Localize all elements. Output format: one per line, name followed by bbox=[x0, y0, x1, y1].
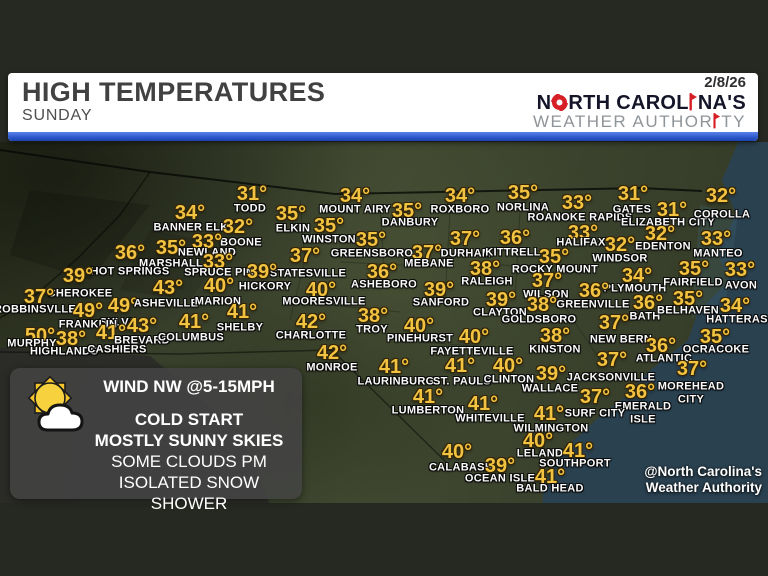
forecast-line-1: WIND NW @5-15MPH bbox=[103, 377, 275, 396]
forecast-line-2: COLD START bbox=[134, 410, 244, 429]
header-bar: HIGH TEMPERATURES SUNDAY 2/8/26 N RTH CAR… bbox=[8, 73, 758, 141]
brand-text: N bbox=[536, 91, 552, 114]
flag-icon bbox=[713, 113, 721, 129]
sun-cloud-icon bbox=[27, 375, 84, 432]
forecast-panel: WIND NW @5-15MPH COLD START MOSTLY SUNNY S… bbox=[10, 368, 302, 513]
brand-text: WEATHER AUTHOR bbox=[532, 112, 714, 132]
brand-text: RTH CAROL bbox=[568, 91, 689, 114]
hurricane-icon bbox=[551, 92, 569, 112]
forecast-line-5: ISOLATED SNOW SHOWER bbox=[118, 473, 260, 513]
flag-icon bbox=[689, 92, 697, 111]
ocean-shape bbox=[540, 120, 768, 576]
blue-accent-bar bbox=[8, 132, 758, 141]
subtitle: SUNDAY bbox=[22, 107, 93, 125]
brand-text: TY bbox=[721, 112, 746, 132]
title-block: HIGH TEMPERATURES SUNDAY bbox=[22, 78, 325, 125]
forecast-line-3: MOSTLY SUNNY SKIES bbox=[94, 431, 284, 450]
header-right-block: 2/8/26 N RTH CAROL NA'S WEATHER AUTHOR TY bbox=[533, 74, 746, 131]
forecast-text-block: WIND NW @5-15MPH COLD START MOSTLY SUNNY S… bbox=[82, 376, 296, 514]
brand-text: NA'S bbox=[697, 91, 746, 114]
brand-line2: WEATHER AUTHOR TY bbox=[533, 112, 746, 131]
forecast-line-4: SOME CLOUDS PM bbox=[111, 452, 267, 471]
credit: @North Carolina's Weather Authority bbox=[644, 464, 762, 496]
brand-line1: N RTH CAROL NA'S bbox=[533, 92, 746, 114]
credit-line2: Weather Authority bbox=[645, 480, 762, 496]
page-title: HIGH TEMPERATURES bbox=[22, 77, 326, 107]
bottom-band bbox=[0, 503, 768, 576]
date-label: 2/8/26 bbox=[704, 74, 746, 91]
credit-line1: @North Carolina's bbox=[644, 464, 762, 479]
